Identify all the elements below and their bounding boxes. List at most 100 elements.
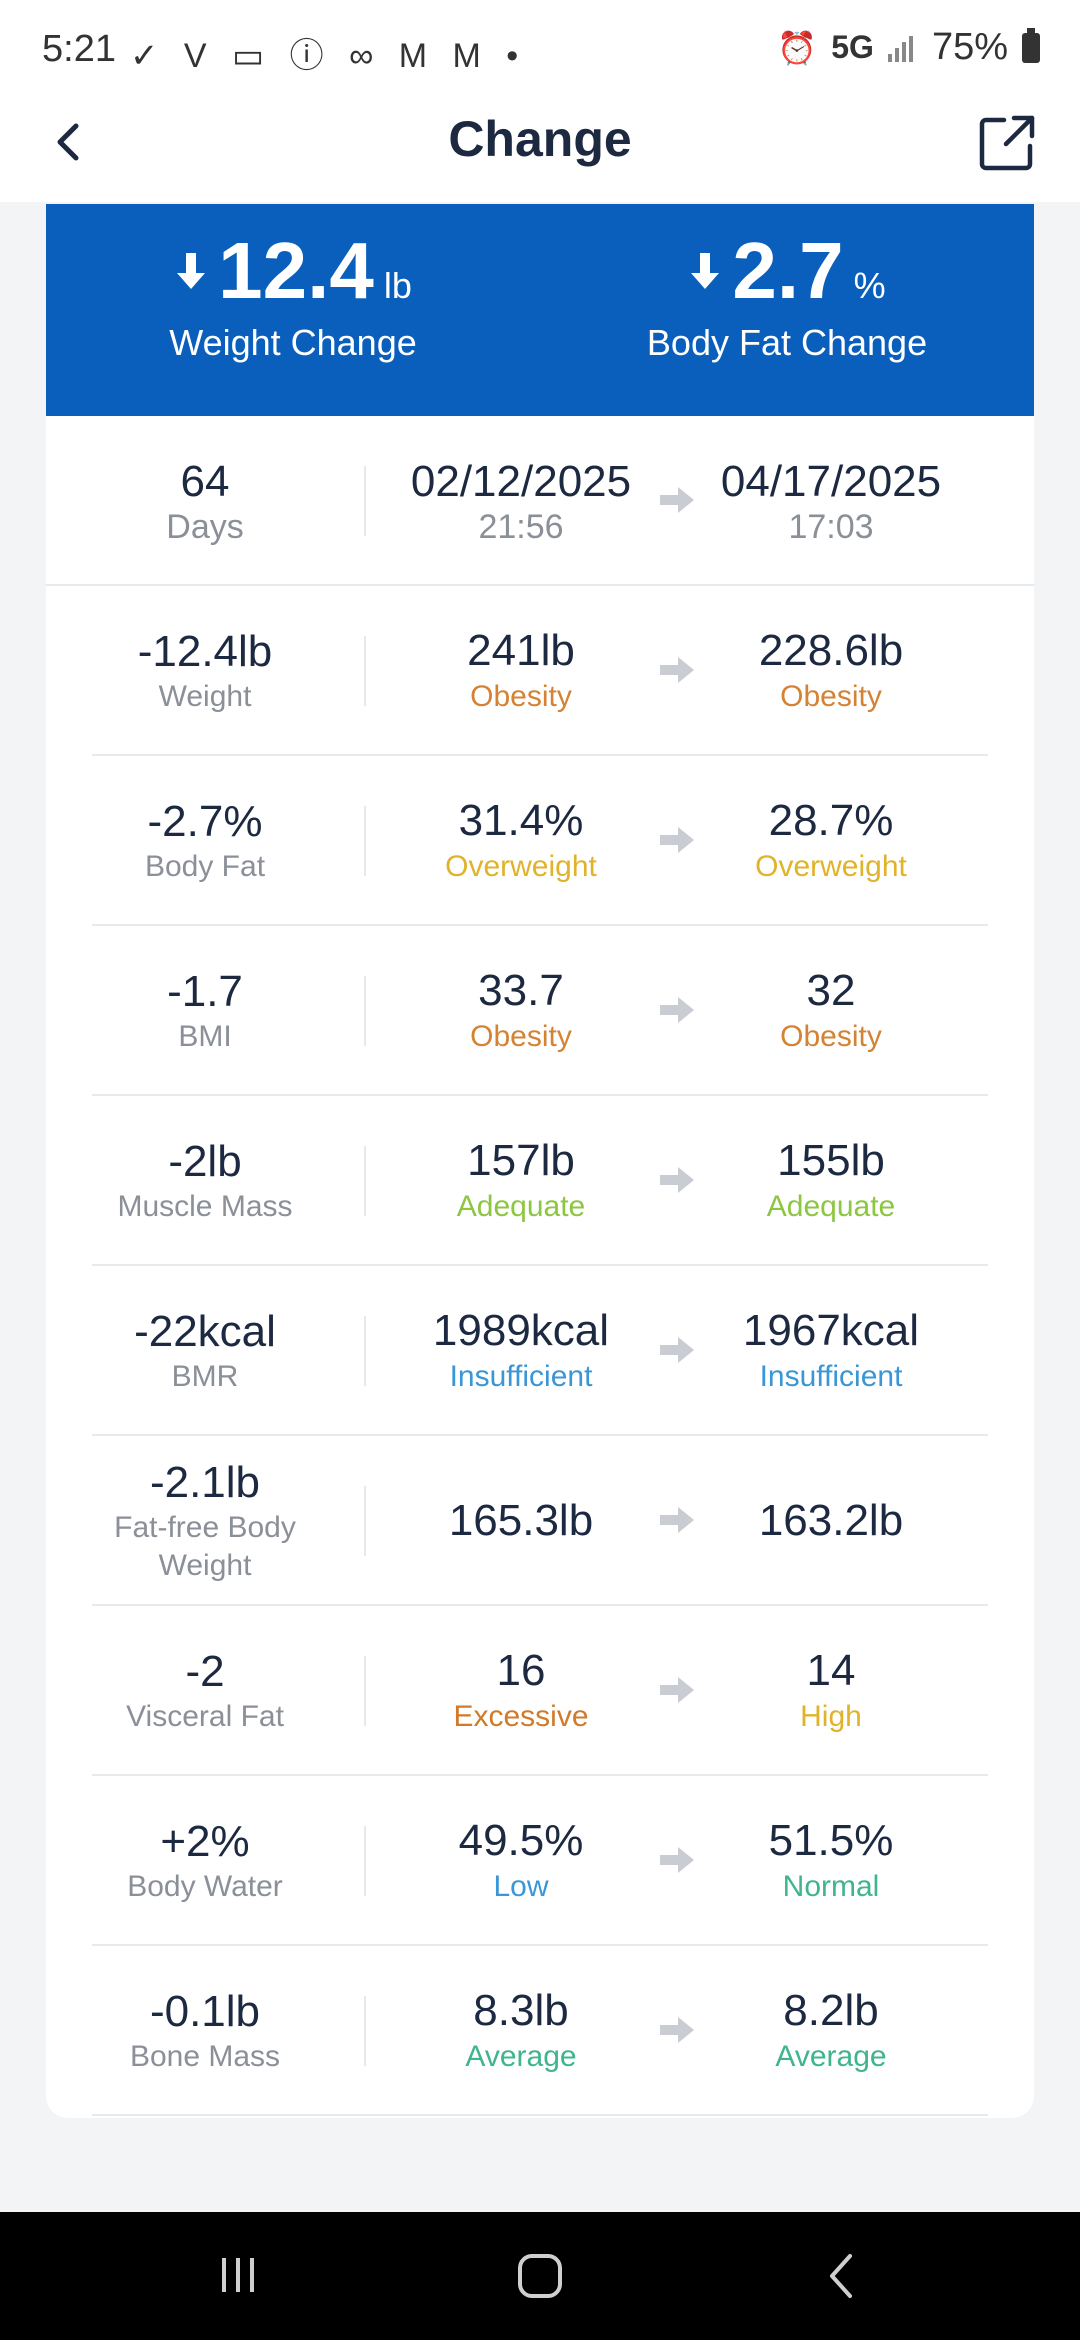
metric-name: Visceral Fat <box>126 1700 284 1733</box>
column-divider <box>364 1316 366 1386</box>
arrow-right-icon <box>660 487 694 513</box>
home-button[interactable] <box>516 2252 564 2300</box>
date-range-row: 64 Days 02/12/2025 21:56 04/17/2025 17:0… <box>46 416 1034 586</box>
metric-row-fat-free-body-weight: -2.1lb Fat-free Body Weight 165.3lb 163.… <box>46 1436 1034 1606</box>
metric-from-value: 157lb <box>467 1136 575 1185</box>
weight-change-value: 12.4 <box>218 226 374 315</box>
weight-change-unit: lb <box>383 265 412 306</box>
metric-to-value: 14 <box>806 1646 856 1695</box>
arrow-right-icon <box>660 1847 694 1873</box>
status-bar: 5:21 ✓ V ▭ ⓘ ∞ M M • ⏰ 5G 75% <box>0 0 1080 100</box>
metric-change: -0.1lb <box>149 1987 261 2036</box>
metric-row-body-water: +2% Body Water 49.5% Low 51.5% Normal <box>46 1776 1034 1946</box>
metric-to-value: 155lb <box>777 1136 885 1185</box>
metric-to-status: Overweight <box>755 850 907 883</box>
arrow-right-icon <box>660 1507 694 1533</box>
metric-change: -2 <box>185 1647 225 1696</box>
arrow-right-icon <box>660 1677 694 1703</box>
metric-from-status: Overweight <box>445 850 597 883</box>
comparison-card: 64 Days 02/12/2025 21:56 04/17/2025 17:0… <box>46 416 1034 2118</box>
metric-from-value: 16 <box>496 1646 546 1695</box>
metric-change: -2lb <box>168 1137 242 1186</box>
metric-change: +2% <box>160 1817 250 1866</box>
alarm-icon: ⏰ <box>777 29 818 66</box>
end-date: 04/17/2025 <box>720 456 942 506</box>
battery-icon <box>1022 27 1040 63</box>
metric-from-status: Low <box>493 1870 549 1903</box>
row-separator <box>92 2114 988 2116</box>
arrow-right-icon <box>660 827 694 853</box>
arrow-right-icon <box>660 657 694 683</box>
metric-from-status: Excessive <box>453 1700 589 1733</box>
row-separator <box>92 1944 988 1946</box>
row-separator <box>92 1094 988 1096</box>
metric-to-status: Average <box>775 2040 887 2073</box>
metric-to-status: Adequate <box>766 1190 896 1223</box>
system-nav-bar <box>0 2212 1080 2340</box>
metric-change: -22kcal <box>134 1307 276 1356</box>
system-back-button[interactable] <box>826 2252 856 2300</box>
metric-to-status: Normal <box>782 1870 880 1903</box>
metric-from-value: 165.3lb <box>448 1496 594 1545</box>
metric-name: Muscle Mass <box>117 1190 293 1223</box>
metric-to-status: Obesity <box>780 680 882 713</box>
metric-from-value: 31.4% <box>458 796 584 845</box>
metric-row-bmi: -1.7 BMI 33.7 Obesity 32 Obesity <box>46 926 1034 1096</box>
weight-change-summary: 12.4 lb Weight Change <box>46 226 540 364</box>
start-time: 21:56 <box>478 507 564 546</box>
metric-to-value: 163.2lb <box>758 1496 904 1545</box>
metric-from-status: Adequate <box>456 1190 586 1223</box>
metric-name: Fat-free Body Weight <box>114 1511 296 1582</box>
metric-to-value: 8.2lb <box>783 1986 879 2035</box>
share-button[interactable] <box>974 110 1040 176</box>
arrow-down-icon <box>177 253 206 289</box>
metric-change: -2.7% <box>147 797 263 846</box>
status-time: 5:21 <box>42 28 116 70</box>
column-divider <box>364 1486 366 1556</box>
body-fat-change-value: 2.7 <box>732 226 844 315</box>
metric-to-value: 51.5% <box>768 1816 894 1865</box>
metric-name: BMI <box>178 1020 232 1053</box>
status-right: ⏰ 5G 75% <box>777 26 1040 69</box>
metric-row-visceral-fat: -2 Visceral Fat 16 Excessive 14 High <box>46 1606 1034 1776</box>
signal-icon <box>887 34 918 62</box>
column-divider <box>364 1826 366 1896</box>
metric-from-value: 241lb <box>467 626 575 675</box>
column-divider <box>364 466 366 536</box>
arrow-right-icon <box>660 997 694 1023</box>
metric-from-status: Obesity <box>470 680 572 713</box>
metric-from-value: 8.3lb <box>473 1986 569 2035</box>
arrow-right-icon <box>660 1167 694 1193</box>
metric-to-status: High <box>800 1700 862 1733</box>
metric-name: Weight <box>158 680 252 713</box>
arrow-right-icon <box>660 1337 694 1363</box>
notification-icons: ✓ V ▭ ⓘ ∞ M M • <box>130 37 527 75</box>
metric-from-value: 49.5% <box>458 1816 584 1865</box>
metric-to-status: Insufficient <box>759 1360 903 1393</box>
row-separator <box>46 584 1034 586</box>
metric-change: -1.7 <box>167 967 243 1016</box>
metric-row-bone-mass: -0.1lb Bone Mass 8.3lb Average 8.2lb Ave… <box>46 1946 1034 2116</box>
column-divider <box>364 1656 366 1726</box>
body-fat-change-unit: % <box>853 265 886 306</box>
row-separator <box>92 1434 988 1436</box>
chevron-left-icon <box>57 123 79 161</box>
change-summary-banner: 12.4 lb Weight Change 2.7 % Body Fat Cha… <box>46 204 1034 416</box>
app-header: Change <box>0 100 1080 202</box>
metric-from-value: 33.7 <box>478 966 564 1015</box>
row-separator <box>92 1264 988 1266</box>
recents-button[interactable] <box>218 2254 258 2294</box>
metric-to-status: Obesity <box>780 1020 882 1053</box>
row-separator <box>92 1774 988 1776</box>
column-divider <box>364 636 366 706</box>
end-time: 17:03 <box>788 507 874 546</box>
column-divider <box>364 976 366 1046</box>
network-label: 5G <box>831 29 874 65</box>
row-separator <box>92 754 988 756</box>
metric-change: -2.1lb <box>149 1458 261 1507</box>
back-button[interactable] <box>40 112 100 172</box>
share-icon <box>979 115 1035 171</box>
metric-name: BMR <box>171 1360 239 1393</box>
metric-name: Body Fat <box>144 850 266 883</box>
metric-from-status: Insufficient <box>449 1360 593 1393</box>
